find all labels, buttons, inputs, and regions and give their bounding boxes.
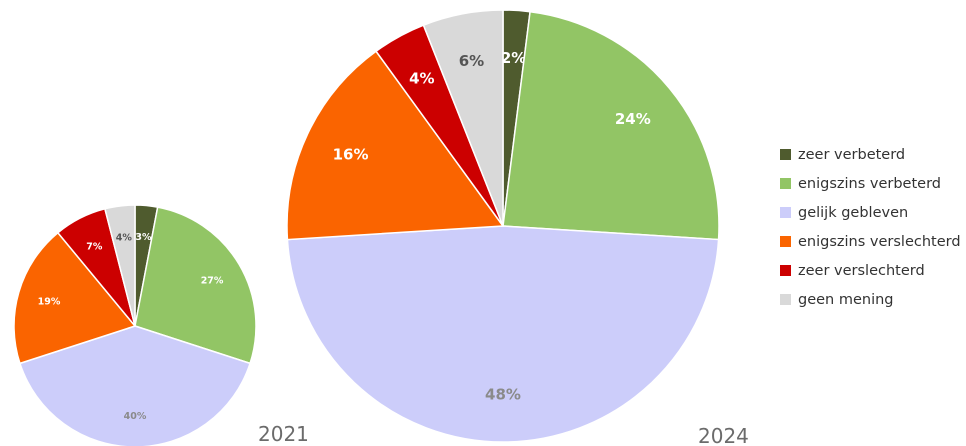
- pie-2024-label-geen-mening: 6%: [459, 52, 484, 70]
- pie-2021-label-enigszins-verbeterd: 27%: [201, 276, 224, 287]
- legend-item-enigszins-verbeterd: enigszins verbeterd: [780, 169, 961, 198]
- pie-2021-label-geen-mening: 4%: [116, 232, 133, 243]
- pie-2024-year-label: 2024: [698, 424, 749, 446]
- legend-label: enigszins verslechterd: [798, 233, 961, 250]
- pie-2024-label-zeer-verslechterd: 4%: [409, 70, 434, 88]
- legend-swatch: [780, 149, 791, 160]
- pie-2024-label-enigszins-verbeterd: 24%: [615, 110, 651, 128]
- legend-swatch: [780, 178, 791, 189]
- pie-2021-label-enigszins-verslechterd: 19%: [38, 296, 61, 307]
- pie-2024-label-enigszins-verslechterd: 16%: [333, 146, 369, 164]
- legend-swatch: [780, 207, 791, 218]
- legend-label: zeer verslechterd: [798, 262, 925, 279]
- pie-2021-slice-enigszins-verbeterd: [134, 206, 257, 365]
- legend-item-gelijk-gebleven: gelijk gebleven: [780, 198, 961, 227]
- legend-label: gelijk gebleven: [798, 204, 909, 221]
- legend-label: enigszins verbeterd: [798, 175, 941, 192]
- pie-chart-2021: 3% 27% 40% 19% 7% 4%: [13, 204, 257, 446]
- pie-2021-label-zeer-verslechterd: 7%: [86, 242, 103, 253]
- pie-2024-slice-geen-mening: [422, 9, 504, 227]
- legend: zeer verbeterd enigszins verbeterd gelij…: [780, 140, 961, 314]
- legend-swatch: [780, 236, 791, 247]
- pie-2021-year-label: 2021: [258, 422, 309, 446]
- pie-2021-label-zeer-verbeterd: 3%: [135, 232, 152, 243]
- legend-item-geen-mening: geen mening: [780, 285, 961, 314]
- pie-2024-label-zeer-verbeterd: 2%: [501, 49, 526, 67]
- pie-2024-slice-enigszins-verbeterd: [502, 10, 720, 241]
- pie-2021-slice-geen-mening: [103, 204, 136, 327]
- legend-swatch: [780, 265, 791, 276]
- pie-2024-slice-gelijk-gebleven: [286, 225, 720, 443]
- legend-swatch: [780, 294, 791, 305]
- pie-2021-slice-gelijk-gebleven: [18, 325, 252, 446]
- pie-chart-2024: 2% 24% 48% 16% 4% 6%: [286, 9, 720, 443]
- legend-label: zeer verbeterd: [798, 146, 906, 163]
- pie-2021-slice-enigszins-verslechterd: [13, 231, 137, 365]
- legend-item-enigszins-verslechterd: enigszins verslechterd: [780, 227, 961, 256]
- pie-2021-label-gelijk-gebleven: 40%: [124, 411, 147, 422]
- pie-2024-label-gelijk-gebleven: 48%: [485, 386, 521, 404]
- legend-item-zeer-verslechterd: zeer verslechterd: [780, 256, 961, 285]
- pie-2024-slice-enigszins-verslechterd: [286, 50, 505, 241]
- legend-item-zeer-verbeterd: zeer verbeterd: [780, 140, 961, 169]
- legend-label: geen mening: [798, 291, 894, 308]
